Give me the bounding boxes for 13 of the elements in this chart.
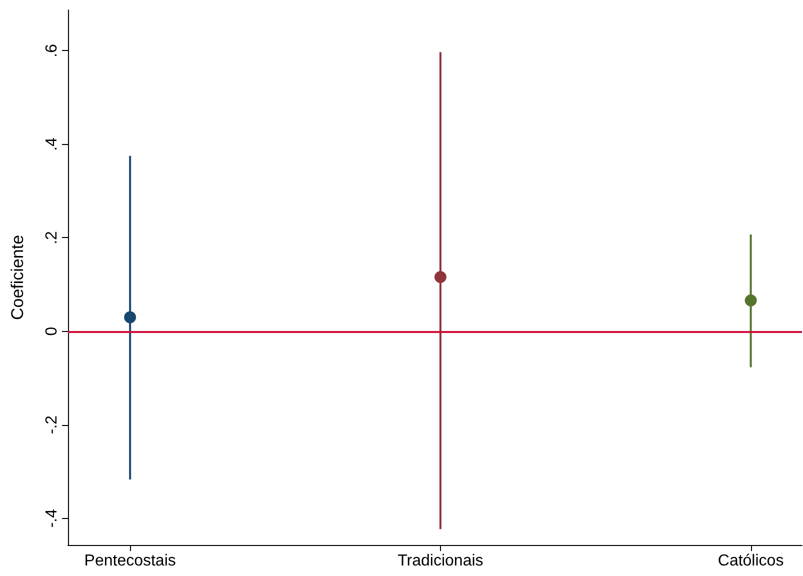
- y-tick-label: .2: [44, 230, 60, 244]
- point: [434, 271, 446, 284]
- y-axis-title: Coeficiente: [8, 234, 27, 320]
- y-tick-label: 0: [44, 326, 60, 336]
- x-tick-label: Pentecostais: [84, 552, 176, 570]
- x-tick-label: Tradicionais: [398, 552, 484, 570]
- y-tick-label: -.4: [44, 508, 60, 528]
- y-tick-label: .4: [44, 137, 60, 151]
- point: [744, 294, 757, 306]
- y-tick-label: .6: [44, 44, 60, 58]
- x-tick-label: Católicos: [718, 552, 784, 570]
- y-tick-label: -.2: [44, 415, 60, 434]
- point: [124, 311, 136, 324]
